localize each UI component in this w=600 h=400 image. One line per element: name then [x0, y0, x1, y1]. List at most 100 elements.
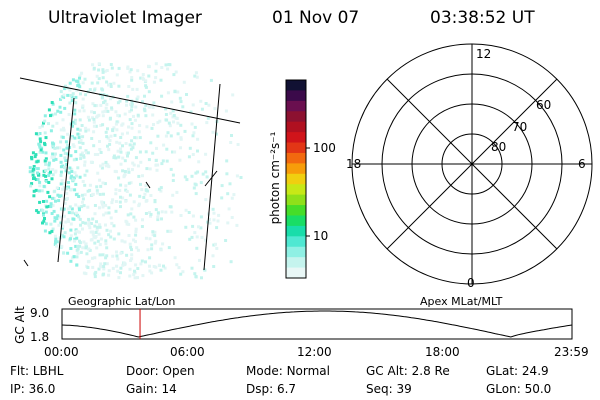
info-flt: Flt: LBHL [10, 364, 64, 378]
aurora-pixel [216, 219, 220, 223]
aurora-pixel [93, 275, 97, 279]
aurora-pixel [91, 90, 95, 94]
aurora-pixel [74, 193, 78, 197]
aurora-pixel [135, 87, 139, 91]
aurora-pixel [50, 177, 54, 181]
colorbar-cell [286, 121, 306, 133]
aurora-pixel [119, 195, 122, 199]
y-tick-low: 1.8 [30, 330, 50, 344]
aurora-pixel [98, 206, 101, 210]
aurora-pixel [167, 63, 171, 66]
colorbar-tick-100: 100 [313, 141, 336, 155]
aurora-pixel [84, 129, 88, 133]
aurora-pixel [38, 132, 42, 135]
aurora-pixel [41, 150, 45, 154]
aurora-pixel [84, 242, 88, 246]
aurora-pixel [132, 238, 136, 242]
aurora-pixel [181, 270, 185, 274]
aurora-pixel [122, 261, 126, 265]
colorbar-cell [286, 132, 306, 144]
aurora-pixel [159, 78, 163, 82]
aurora-pixel [171, 179, 175, 182]
aurora-pixel [196, 170, 200, 174]
aurora-pixel [78, 85, 82, 89]
aurora-pixel [160, 162, 164, 166]
aurora-pixel [140, 188, 144, 192]
colorbar-cell [286, 142, 306, 154]
aurora-pixel [220, 196, 224, 200]
aurora-pixel [123, 170, 127, 173]
aurora-pixel [83, 183, 87, 187]
aurora-pixel [51, 102, 55, 106]
aurora-pixel [164, 134, 168, 138]
aurora-pixel [38, 145, 42, 149]
aurora-pixel [164, 113, 168, 116]
aurora-pixel [53, 152, 57, 156]
aurora-pixel [114, 122, 118, 126]
aurora-pixel [78, 109, 82, 113]
instrument-title: Ultraviolet Imager [48, 8, 202, 28]
aurora-pixel [130, 78, 134, 82]
aurora-pixel [128, 118, 132, 122]
aurora-pixel [107, 206, 111, 210]
aurora-pixel [62, 93, 66, 97]
aurora-pixel [106, 109, 110, 113]
aurora-pixel [125, 253, 129, 257]
mlt-label-6: 6 [578, 157, 586, 171]
aurora-pixel [95, 104, 99, 108]
aurora-pixel [132, 273, 136, 277]
aurora-pixel [94, 124, 98, 128]
aurora-pixel [81, 135, 85, 139]
aurora-pixel [109, 97, 112, 101]
aurora-pixel [135, 136, 139, 140]
aurora-pixel [72, 144, 76, 148]
aurora-pixel [159, 189, 163, 193]
aurora-pixel [179, 272, 183, 276]
aurora-pixel [104, 164, 108, 168]
aurora-pixel [235, 223, 239, 227]
aurora-pixel [154, 159, 158, 162]
aurora-pixel [74, 244, 78, 248]
aurora-pixel [63, 166, 66, 169]
aurora-pixel [99, 262, 103, 266]
aurora-pixel [151, 151, 155, 155]
aurora-pixel [215, 246, 219, 250]
aurora-pixel [144, 103, 148, 107]
aurora-pixel [114, 192, 118, 196]
aurora-pixel [148, 269, 152, 273]
aurora-pixel [205, 121, 209, 125]
aurora-pixel [76, 132, 80, 136]
aurora-pixel [42, 213, 45, 217]
aurora-pixel [73, 122, 77, 126]
aurora-pixel [138, 194, 142, 198]
aurora-pixel [105, 254, 109, 258]
colorbar-tick-10: 10 [313, 229, 329, 243]
aurora-pixel [42, 173, 46, 177]
aurora-pixel [91, 102, 95, 106]
aurora-pixel [145, 125, 149, 129]
aurora-pixel [132, 114, 135, 118]
info-gain: Gain: 14 [126, 382, 177, 396]
aurora-pixel [79, 223, 82, 227]
aurora-pixel [97, 77, 101, 81]
aurora-pixel [125, 99, 129, 103]
aurora-pixel [119, 271, 122, 275]
aurora-pixel [60, 226, 64, 230]
aurora-pixel [149, 214, 152, 218]
aurora-pixel [130, 207, 134, 211]
aurora-pixel [109, 85, 113, 88]
aurora-pixel [130, 253, 134, 257]
aurora-pixel [62, 207, 66, 211]
aurora-pixel [55, 240, 59, 244]
aurora-pixel [134, 227, 138, 231]
aurora-pixel [69, 154, 73, 158]
aurora-pixel [101, 70, 105, 74]
aurora-pixel [236, 143, 240, 146]
aurora-pixel [183, 129, 187, 133]
aurora-pixel [130, 122, 134, 126]
aurora-pixel [215, 226, 219, 230]
aurora-pixel [66, 132, 70, 136]
aurora-pixel [59, 221, 63, 225]
aurora-pixel [48, 195, 52, 199]
